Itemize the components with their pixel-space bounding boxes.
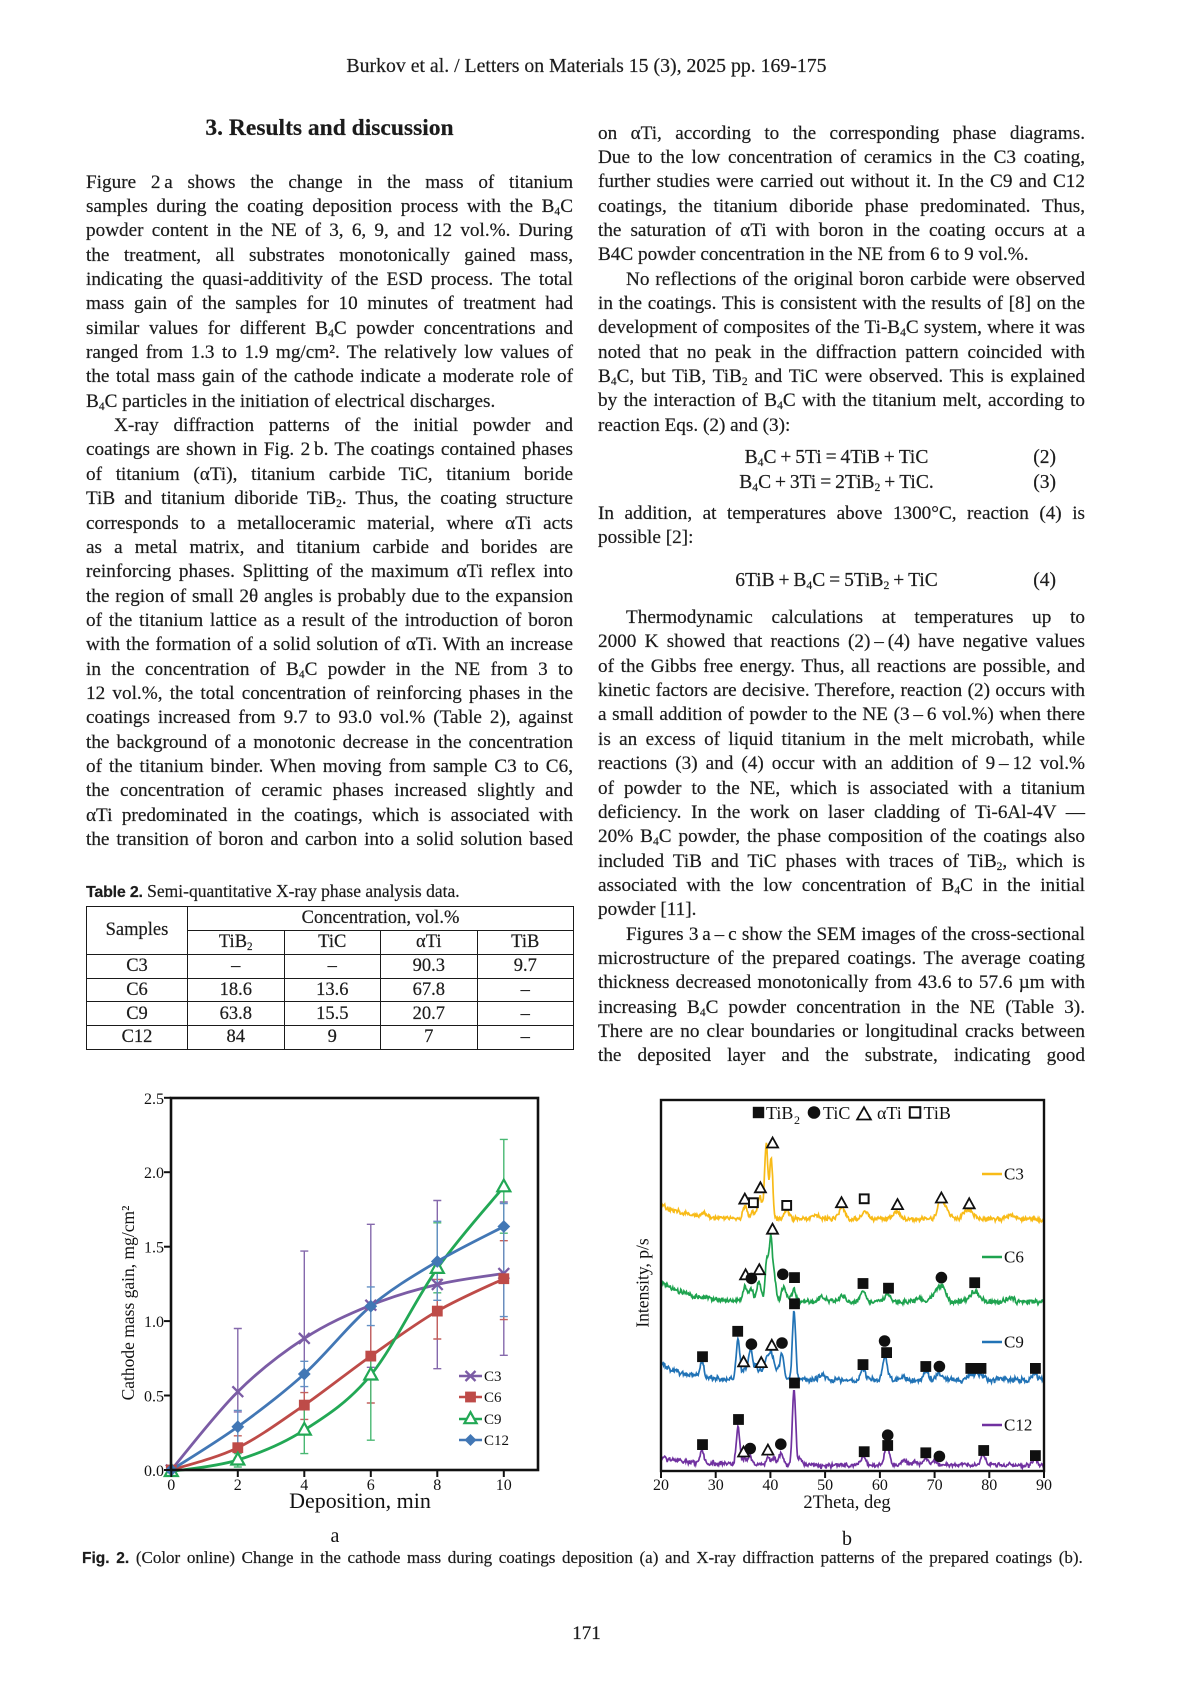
svg-text:C6: C6	[1004, 1248, 1024, 1267]
svg-text:1.5: 1.5	[144, 1240, 164, 1257]
svg-text:C9: C9	[484, 1412, 502, 1428]
svg-text:Intensity, p/s: Intensity, p/s	[633, 1238, 653, 1327]
svg-text:2: 2	[234, 1477, 242, 1494]
svg-text:C12: C12	[484, 1433, 509, 1449]
svg-text:8: 8	[433, 1477, 441, 1494]
svg-text:αTi: αTi	[877, 1103, 902, 1123]
svg-text:TiB: TiB	[924, 1103, 951, 1123]
svg-text:6: 6	[367, 1477, 375, 1494]
svg-text:0.0: 0.0	[144, 1463, 164, 1480]
svg-text:C12: C12	[1004, 1416, 1032, 1435]
svg-text:0: 0	[167, 1477, 175, 1494]
svg-text:70: 70	[927, 1477, 943, 1494]
svg-text:0.5: 0.5	[144, 1389, 164, 1406]
svg-text:2: 2	[794, 1113, 800, 1127]
svg-text:20: 20	[653, 1477, 669, 1494]
svg-text:C9: C9	[1004, 1333, 1024, 1352]
svg-text:2.5: 2.5	[144, 1091, 164, 1108]
svg-text:TiB: TiB	[766, 1103, 793, 1123]
svg-text:30: 30	[708, 1477, 724, 1494]
svg-text:C6: C6	[484, 1390, 502, 1406]
svg-text:80: 80	[981, 1477, 997, 1494]
svg-text:TiC: TiC	[823, 1103, 850, 1123]
svg-text:Cathode mass gain, mg/cm²: Cathode mass gain, mg/cm²	[118, 1206, 138, 1401]
svg-text:60: 60	[872, 1477, 888, 1494]
svg-text:C3: C3	[484, 1369, 502, 1385]
svg-text:50: 50	[817, 1477, 833, 1494]
svg-text:4: 4	[300, 1477, 308, 1494]
svg-text:a: a	[331, 1525, 340, 1547]
svg-text:2.0: 2.0	[144, 1165, 164, 1182]
svg-text:C3: C3	[1004, 1165, 1024, 1184]
svg-text:40: 40	[762, 1477, 778, 1494]
svg-text:Deposition, min: Deposition, min	[289, 1488, 431, 1513]
svg-text:10: 10	[496, 1477, 512, 1494]
svg-text:90: 90	[1036, 1477, 1052, 1494]
svg-text:b: b	[842, 1528, 852, 1550]
svg-text:1.0: 1.0	[144, 1314, 164, 1331]
svg-text:2Theta, deg: 2Theta, deg	[803, 1493, 890, 1513]
